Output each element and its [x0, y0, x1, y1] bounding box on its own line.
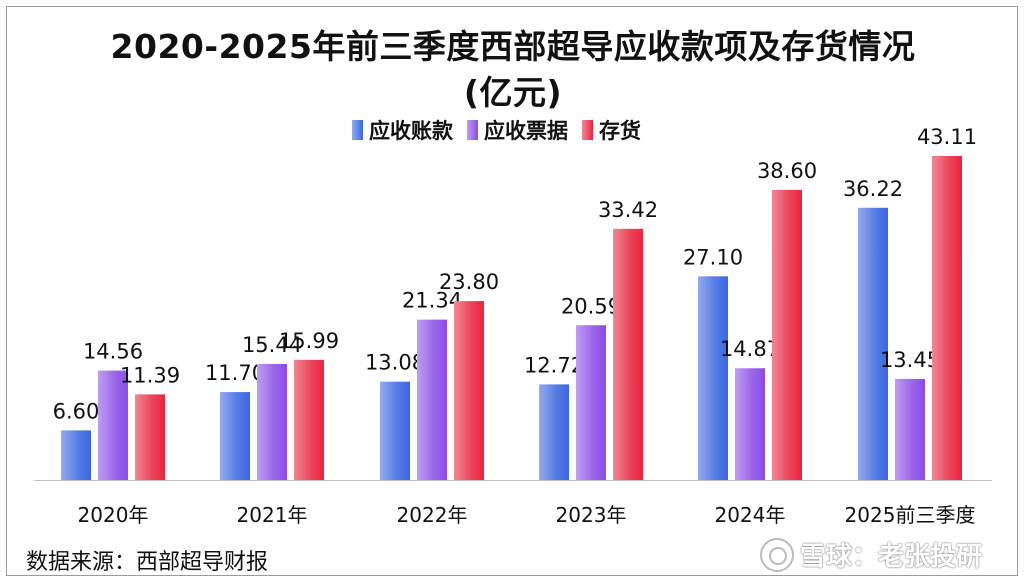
legend-swatch-notes	[467, 120, 478, 140]
data-source-note: 数据来源：西部超导财报	[26, 550, 269, 575]
bar-inventory-3	[613, 228, 643, 480]
bar-notes-2	[417, 319, 447, 480]
data-label-receivables-4: 27.10	[683, 245, 743, 269]
watermark: 雪球：老张投研	[760, 536, 982, 573]
data-label-notes-2: 21.34	[402, 289, 462, 313]
category-label-4: 2024年	[715, 503, 786, 527]
watermark-logo-icon	[760, 537, 794, 572]
category-label-0: 2020年	[78, 503, 149, 527]
bar-notes-0	[98, 370, 128, 480]
bar-receivables-3	[539, 384, 569, 480]
data-label-receivables-0: 6.60	[53, 399, 100, 423]
legend-swatch-receivables	[352, 120, 363, 140]
watermark-text: 雪球：老张投研	[800, 542, 983, 572]
data-label-receivables-5: 36.22	[843, 177, 903, 201]
bar-notes-4	[735, 368, 765, 480]
bar-receivables-1	[220, 392, 250, 480]
chart-title-unit: (亿元)	[463, 73, 563, 112]
legend: 应收账款 应收票据 存货	[352, 117, 641, 143]
data-label-inventory-2: 23.80	[439, 270, 499, 294]
bar-receivables-4	[698, 276, 728, 480]
legend-item-notes: 应收票据	[467, 115, 568, 145]
legend-item-inventory: 存货	[582, 115, 641, 145]
bar-notes-1	[257, 363, 287, 480]
bar-receivables-5	[858, 207, 888, 480]
legend-swatch-inventory	[582, 120, 593, 140]
legend-label-receivables: 应收账款	[369, 119, 453, 143]
chart-title: 2020-2025年前三季度西部超导应收款项及存货情况	[110, 27, 916, 66]
data-label-notes-0: 14.56	[83, 340, 143, 364]
category-label-3: 2023年	[556, 503, 627, 527]
legend-label-inventory: 存货	[599, 119, 641, 143]
bar-inventory-1	[294, 359, 324, 480]
data-label-receivables-1: 11.70	[205, 361, 265, 385]
bar-notes-3	[576, 325, 606, 480]
bar-notes-5	[895, 378, 925, 480]
data-label-inventory-0: 11.39	[120, 363, 180, 387]
data-label-inventory-4: 38.60	[757, 159, 817, 183]
data-label-inventory-1: 15.99	[279, 329, 339, 353]
bar-receivables-2	[380, 381, 410, 480]
data-label-notes-1: 15.44	[242, 333, 302, 357]
bar-receivables-0	[61, 430, 91, 480]
legend-item-receivables: 应收账款	[352, 115, 453, 145]
data-label-receivables-2: 13.08	[365, 351, 425, 375]
data-label-notes-3: 20.59	[561, 294, 621, 318]
legend-label-notes: 应收票据	[484, 119, 568, 143]
data-label-notes-5: 13.45	[880, 348, 940, 372]
bar-inventory-4	[772, 189, 802, 480]
data-label-notes-4: 14.87	[720, 337, 780, 361]
category-label-5: 2025前三季度	[845, 503, 976, 527]
bar-inventory-2	[454, 301, 484, 480]
category-label-1: 2021年	[237, 503, 308, 527]
category-label-2: 2022年	[397, 503, 468, 527]
data-label-inventory-5: 43.11	[917, 125, 977, 149]
data-label-receivables-3: 12.72	[524, 353, 584, 377]
bar-inventory-5	[932, 156, 962, 480]
data-label-inventory-3: 33.42	[598, 198, 658, 222]
bar-inventory-0	[135, 394, 165, 480]
